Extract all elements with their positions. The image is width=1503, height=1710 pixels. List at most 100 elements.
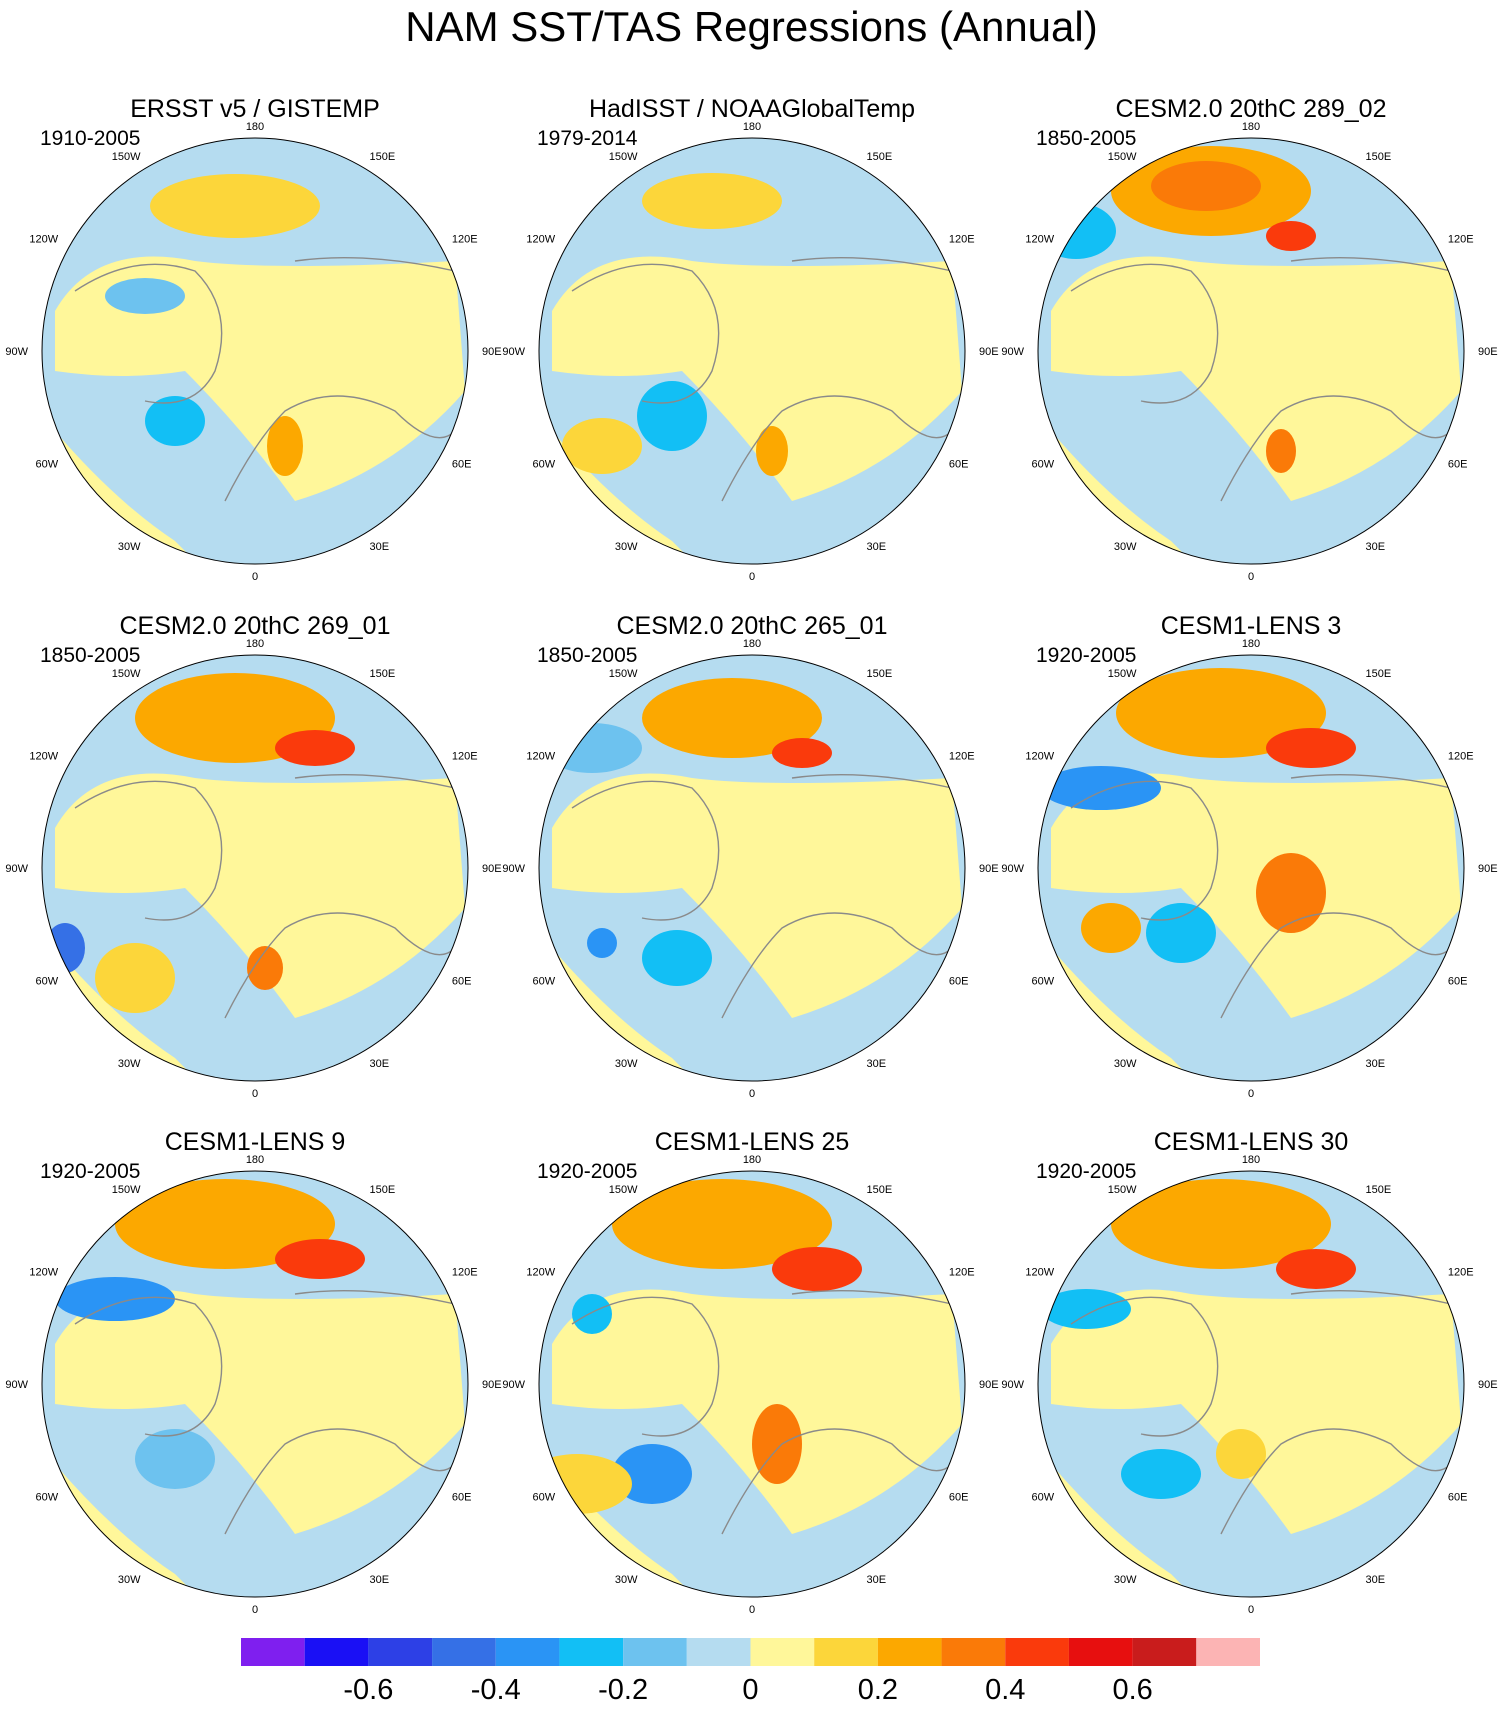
colorbar: -0.6 -0.4 -0.2 0 0.2 0.4 0.6 [241,1638,1260,1706]
colorbar-tick-label: 0.6 [1112,1674,1152,1706]
anomaly-contour [542,723,642,773]
colorbar-tick-label: 0.4 [985,1674,1025,1706]
longitude-label: 0 [1248,1604,1254,1616]
longitude-label: 30W [118,541,141,553]
longitude-label: 180 [1242,638,1260,650]
longitude-label: 60W [533,459,556,471]
longitude-label: 120E [949,751,975,763]
longitude-label: 120W [1025,1267,1054,1279]
period-label: 1850-2005 [537,644,638,667]
longitude-label: 180 [743,1154,761,1166]
anomaly-contour [95,943,175,1013]
anomaly-contour [1266,429,1296,473]
longitude-label: 180 [743,121,761,133]
longitude-label: 150W [112,1184,141,1196]
longitude-label: 150E [867,1184,893,1196]
panel-title: CESM1-LENS 30 [1153,1128,1349,1156]
longitude-label: 150E [867,668,893,680]
coastline [74,263,223,404]
longitude-label: 90E [482,1379,502,1391]
colorbar-swatch [559,1638,624,1666]
map-panel: 180 150E 120E 90E 60E 30E 0 30W 60W 90W 120W 150W [502,121,998,583]
longitude-label: 60E [949,976,969,988]
anomaly-contour [1266,728,1356,768]
colorbar-swatch [750,1638,815,1666]
anomaly-contour [642,930,712,986]
longitude-label: 60W [533,976,556,988]
coastline [1290,256,1452,272]
longitude-label: 120E [452,1267,478,1279]
positive-anomaly-region [55,773,465,1018]
longitude-label: 150W [1108,151,1137,163]
panel-title: CESM2.0 20thC 269_01 [119,612,391,640]
longitude-label: 0 [749,571,755,583]
map-panel: 180 150E 120E 90E 60E 30E 0 30W 60W 90W 120W 150W [1001,1154,1497,1616]
colorbar-tick-label: 0 [742,1674,758,1706]
longitude-label: 30W [1114,1058,1137,1070]
longitude-label: 0 [749,1604,755,1616]
colorbar-swatch [368,1638,433,1666]
coastline [74,1296,223,1437]
longitude-label: 150E [370,1184,396,1196]
longitude-label: 30E [867,541,887,553]
colorbar-tick-label: -0.4 [471,1674,521,1706]
panel-title: HadISST / NOAAGlobalTemp [588,95,916,123]
longitude-label: 60E [1448,976,1468,988]
longitude-label: 60W [533,1492,556,1504]
coastline [224,1428,456,1535]
longitude-label: 90E [482,863,502,875]
colorbar-tick-label: 0.2 [858,1674,898,1706]
longitude-label: 0 [749,1088,755,1100]
anomaly-contour [1256,853,1326,933]
anomaly-contour [642,173,782,229]
anomaly-contour [1146,903,1216,963]
anomaly-contour [752,1404,802,1484]
coastline [791,773,953,789]
longitude-label: 30E [867,1058,887,1070]
longitude-label: 30W [615,1058,638,1070]
longitude-label: 120W [29,234,58,246]
longitude-label: 90E [1478,346,1498,358]
longitude-label: 90W [502,1379,525,1391]
period-label: 1910-2005 [40,127,141,150]
anomaly-contour [756,426,788,476]
longitude-label: 90E [482,346,502,358]
longitude-label: 150E [370,668,396,680]
longitude-label: 180 [246,1154,264,1166]
longitude-label: 60W [36,976,59,988]
anomaly-contour [642,678,822,758]
positive-anomaly-region [552,1289,962,1534]
colorbar-swatch [1132,1638,1197,1666]
colorbar-swatch [432,1638,496,1666]
coastline [721,1428,953,1535]
longitude-label: 150E [867,151,893,163]
anomaly-contour [1041,1289,1131,1329]
longitude-label: 150W [1108,668,1137,680]
longitude-label: 120E [1448,234,1474,246]
longitude-label: 30E [1366,1574,1386,1586]
colorbar-tick-label: -0.2 [598,1674,648,1706]
coastline [294,256,456,272]
longitude-label: 120W [29,751,58,763]
longitude-label: 180 [1242,121,1260,133]
longitude-label: 120W [526,751,555,763]
positive-anomaly-region [552,773,962,1018]
coastline [791,256,953,272]
panel-title: CESM2.0 20thC 289_02 [1115,95,1387,123]
map-panel: 180 150E 120E 90E 60E 30E 0 30W 60W 90W 120W 150W [1001,638,1497,1100]
longitude-label: 120W [1025,234,1054,246]
anomaly-contour [145,396,205,446]
longitude-label: 120E [949,1267,975,1279]
coastline [1070,263,1219,404]
longitude-label: 120W [526,1267,555,1279]
coastline [1070,780,1219,921]
map-panel: 180 150E 120E 90E 60E 30E 0 30W 60W 90W 120W 150W [1001,121,1497,583]
anomaly-contour [150,174,320,238]
anomaly-contour [1081,903,1141,953]
panel-title: CESM1-LENS 9 [164,1128,346,1156]
longitude-label: 60E [452,459,472,471]
longitude-label: 120E [1448,1267,1474,1279]
colorbar-swatch [941,1638,1006,1666]
period-label: 1920-2005 [537,1160,638,1183]
